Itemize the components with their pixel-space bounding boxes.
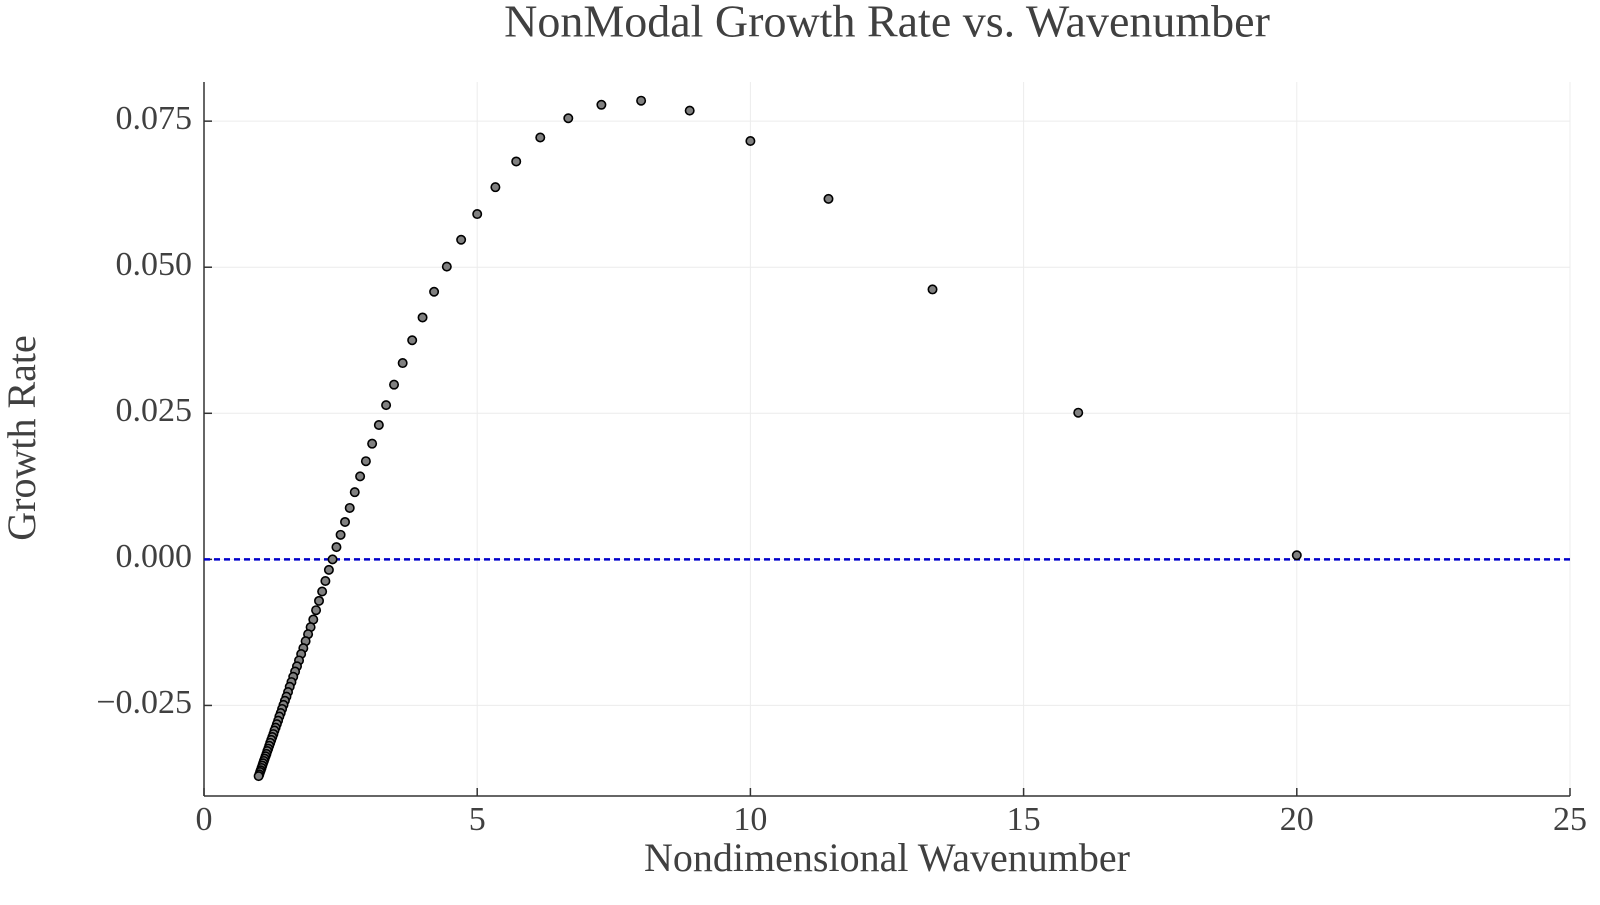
point (397, 358, 408, 369)
point (407, 335, 418, 346)
point (317, 586, 328, 597)
x-tick-label: 20 (1280, 801, 1314, 838)
y-tick-label: 0.025 (116, 392, 193, 429)
x-axis-label: Nondimensional Wavenumber (644, 835, 1130, 880)
point (684, 105, 695, 116)
point (340, 516, 351, 527)
point (472, 209, 483, 220)
point (327, 554, 338, 565)
point (441, 261, 452, 272)
y-tick-label: −0.025 (96, 684, 192, 721)
y-tick-label: 0.075 (116, 100, 193, 137)
x-tick-label: 5 (469, 801, 486, 838)
point (636, 95, 647, 106)
point (360, 456, 371, 467)
point (349, 487, 360, 498)
x-tick-label: 10 (733, 801, 767, 838)
x-tick-label: 15 (1007, 801, 1041, 838)
point (823, 193, 834, 204)
point (927, 284, 938, 295)
point (1291, 550, 1302, 561)
x-tick-label: 25 (1553, 801, 1587, 838)
point (355, 471, 366, 482)
y-tick-label: 0.000 (116, 538, 193, 575)
point (429, 286, 440, 297)
point (417, 312, 428, 323)
point (253, 771, 264, 782)
point (596, 99, 607, 110)
point (389, 379, 400, 390)
point (1073, 407, 1084, 418)
point (511, 156, 522, 167)
y-tick-label: 0.050 (116, 246, 193, 283)
point (456, 234, 467, 245)
point (490, 182, 501, 193)
point (367, 438, 378, 449)
point (331, 542, 342, 553)
point (563, 113, 574, 124)
point (373, 419, 384, 430)
x-tick-label: 0 (196, 801, 213, 838)
y-axis-label: Growth Rate (0, 335, 44, 541)
point (535, 132, 546, 143)
point (323, 564, 334, 575)
chart-title: NonModal Growth Rate vs. Wavenumber (504, 0, 1270, 47)
point (381, 400, 392, 411)
point (335, 529, 346, 540)
point (320, 575, 331, 586)
point (745, 136, 756, 147)
point (314, 595, 325, 606)
point (311, 605, 322, 616)
point (344, 502, 355, 513)
